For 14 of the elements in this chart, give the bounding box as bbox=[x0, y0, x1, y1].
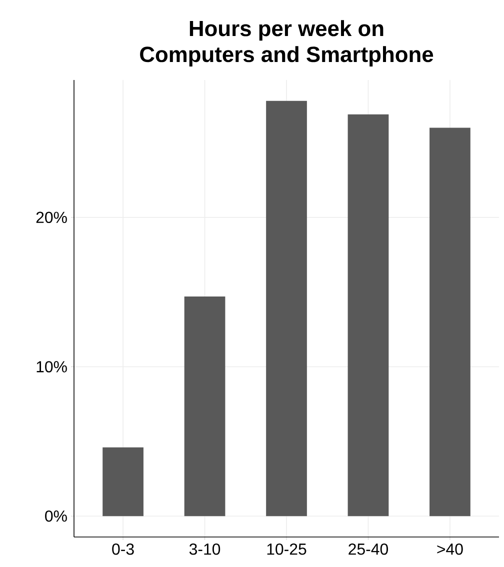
bar bbox=[102, 447, 144, 516]
chart-title: Hours per week on Computers and Smartphone bbox=[140, 20, 434, 67]
y-tick-label: 10% bbox=[36, 361, 67, 372]
bar bbox=[266, 100, 307, 516]
bar bbox=[430, 128, 470, 516]
x-tick-label: >40 bbox=[437, 544, 463, 555]
x-tick-label: 0-3 bbox=[112, 544, 134, 555]
y-tick-label: 0% bbox=[45, 510, 67, 522]
bar bbox=[348, 114, 389, 516]
bar bbox=[184, 296, 226, 516]
x-tick-label: 25-40 bbox=[348, 544, 388, 555]
x-tick-label: 3-10 bbox=[189, 544, 220, 555]
x-tick-label: 10-25 bbox=[267, 544, 306, 555]
y-tick-label: 20% bbox=[36, 212, 67, 224]
